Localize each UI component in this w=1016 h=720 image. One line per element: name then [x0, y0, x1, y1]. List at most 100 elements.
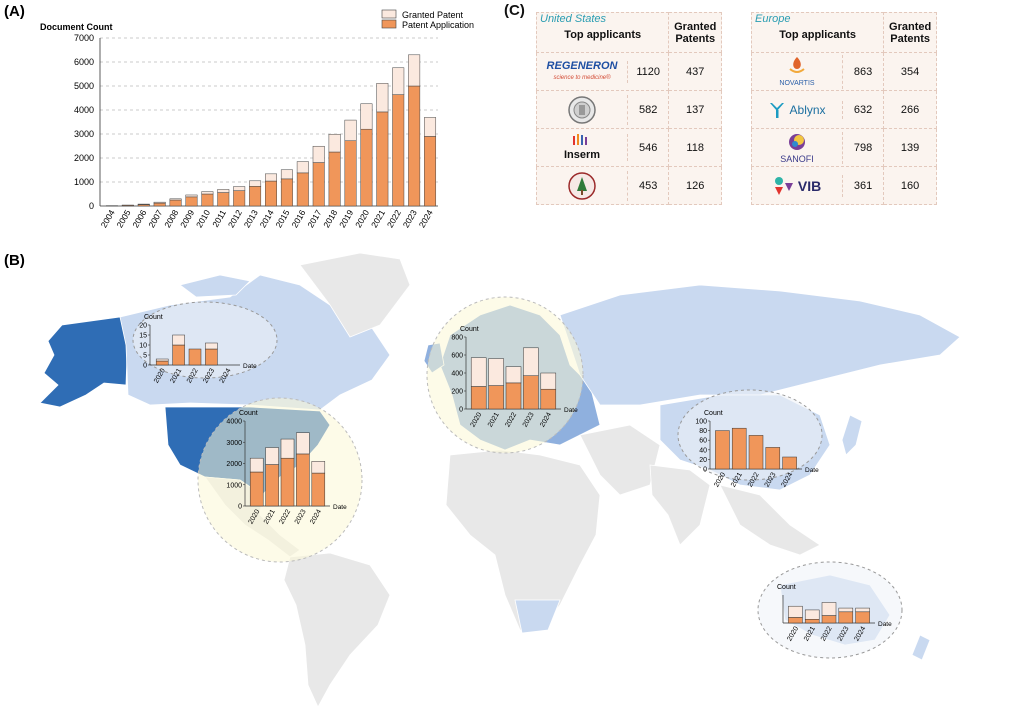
inset-y-tick-label: 20: [699, 457, 707, 464]
inset-y-tick-label: 1000: [226, 482, 242, 489]
bar-granted-2019: [344, 119, 357, 141]
region-south-asia: [649, 464, 711, 546]
inset-bar-granted-2021: [804, 609, 820, 620]
us-applications: 546: [627, 134, 669, 161]
eu-header-applicants: Top applicants: [779, 29, 857, 41]
us-applications: 1120: [627, 60, 669, 83]
region-africa: [445, 449, 601, 631]
panel-b-map: (B) Count 0 5: [4, 252, 961, 708]
eu-applications: 632: [842, 100, 884, 119]
inset-bar-granted-2023: [296, 432, 310, 455]
table-row: VIB 361 160: [750, 166, 937, 205]
x-tick-label: 2015: [274, 208, 292, 230]
inset-y-tick-label: 60: [699, 438, 707, 445]
inset-bar-application-2020: [715, 430, 730, 470]
us-header-applicants: Top applicants: [564, 29, 642, 41]
bar-granted-2007: [153, 201, 166, 204]
inset-bar-granted-2020: [155, 358, 169, 362]
inserm-logo: Inserm: [564, 134, 600, 161]
inset-bar-granted-2023: [838, 607, 854, 613]
sanofi-bird-icon: [788, 133, 805, 150]
inset-bar-application-2024: [540, 388, 557, 410]
table-row: Inserm 546 118: [535, 128, 722, 167]
eu-region-title: Europe: [755, 13, 791, 25]
inset-y-tick-label: 400: [451, 371, 463, 378]
legend-label-granted: Granted Patent: [402, 10, 464, 20]
regeneron-logo: REGENERON science to medicine®: [546, 59, 618, 81]
bar-granted-2010: [201, 191, 214, 195]
x-tick-label: 2010: [194, 208, 212, 230]
eu-granted: 160: [883, 166, 937, 205]
inset-bar-granted-2024: [540, 372, 557, 390]
x-tick-label: 2004: [99, 208, 117, 230]
bar-application-2018: [328, 151, 341, 207]
inset-bar-application-2021: [172, 344, 185, 366]
bar-granted-2008: [169, 198, 182, 201]
vib-logo: VIB: [773, 175, 821, 197]
panel-b-label: (B): [4, 252, 25, 269]
us-applicants-table: United States Top applicants Granted Pat…: [535, 12, 722, 205]
y-tick-label: 5000: [74, 81, 94, 91]
table-row: Ablynx 632 266: [750, 90, 937, 129]
bar-granted-2018: [328, 133, 341, 153]
inset-bar-application-2021: [731, 427, 747, 470]
region-southeast-asia: [719, 484, 821, 556]
inset-x-label: Date: [878, 621, 892, 628]
panel-c-label: (C): [504, 2, 525, 19]
legend-swatch-granted: [381, 9, 397, 19]
canada-islands: [179, 274, 251, 298]
us-granted: 137: [668, 90, 722, 129]
y-tick-label: 1000: [74, 177, 94, 187]
bar-granted-2017: [312, 145, 325, 163]
us-header-granted: Granted Patents: [668, 12, 722, 53]
inset-y-tick-label: 3000: [226, 440, 242, 447]
bar-granted-2013: [249, 180, 262, 187]
inset-y-tick-label: 4000: [226, 419, 242, 426]
inset-y-tick-label: 80: [699, 428, 707, 435]
table-row: NOVARTIS 863 354: [750, 52, 937, 91]
inset-bar-granted-2020: [788, 605, 803, 618]
inset-bar-granted-2023: [523, 347, 539, 376]
legend-label-application: Patent Application: [402, 20, 474, 30]
inset-bar-application-2023: [838, 611, 854, 624]
europe-applicants-table: Europe Top applicants Granted Patents NO…: [750, 12, 937, 205]
inset-y-label: Count: [144, 314, 163, 321]
eu-header-granted: Granted Patents: [883, 12, 937, 53]
inset-y-tick-label: 20: [139, 323, 147, 330]
table-row: REGENERON science to medicine® 1120 437: [535, 52, 722, 91]
inserm-bars-icon: [572, 134, 587, 145]
bar-application-2008: [169, 199, 182, 207]
inset-y-label: Count: [460, 326, 479, 333]
inset-y-tick-label: 200: [451, 389, 463, 396]
legend: Granted Patent Patent Application: [381, 9, 474, 30]
inset-y-tick-label: 5: [143, 353, 147, 360]
inset-bar-granted-2022: [821, 602, 837, 616]
inset-bar-granted-2023: [205, 342, 218, 350]
bar-application-2009: [185, 196, 198, 207]
inset-x-label: Date: [333, 504, 347, 511]
inset-y-label: Count: [704, 410, 723, 417]
panel-c: (C) United States Top applicants Granted…: [500, 0, 1000, 230]
bubble-europe: [426, 296, 584, 454]
eu-applications: 863: [842, 54, 884, 89]
sanofi-logo: SANOFI: [780, 132, 814, 164]
bar-granted-2021: [376, 83, 389, 113]
y-tick-label: 4000: [74, 105, 94, 115]
inset-bar-application-2024: [855, 611, 870, 624]
table-row: 453 126: [535, 166, 722, 205]
bar-application-2017: [312, 162, 325, 207]
bar-application-2016: [296, 172, 309, 207]
bar-application-2007: [153, 202, 166, 207]
bar-granted-2023: [408, 54, 421, 87]
y-tick-label: 0: [89, 201, 94, 211]
inset-bar-application-2020: [470, 386, 487, 410]
x-tick-label: 2009: [178, 208, 196, 230]
bar-application-2022: [392, 94, 405, 207]
bar-granted-2015: [280, 169, 293, 180]
bar-application-2019: [344, 140, 357, 207]
us-granted: 437: [668, 52, 722, 91]
eu-granted: 139: [883, 128, 937, 167]
inset-bar-application-2022: [188, 348, 202, 366]
inset-x-label: Date: [805, 467, 819, 474]
bar-application-2011: [217, 192, 230, 207]
